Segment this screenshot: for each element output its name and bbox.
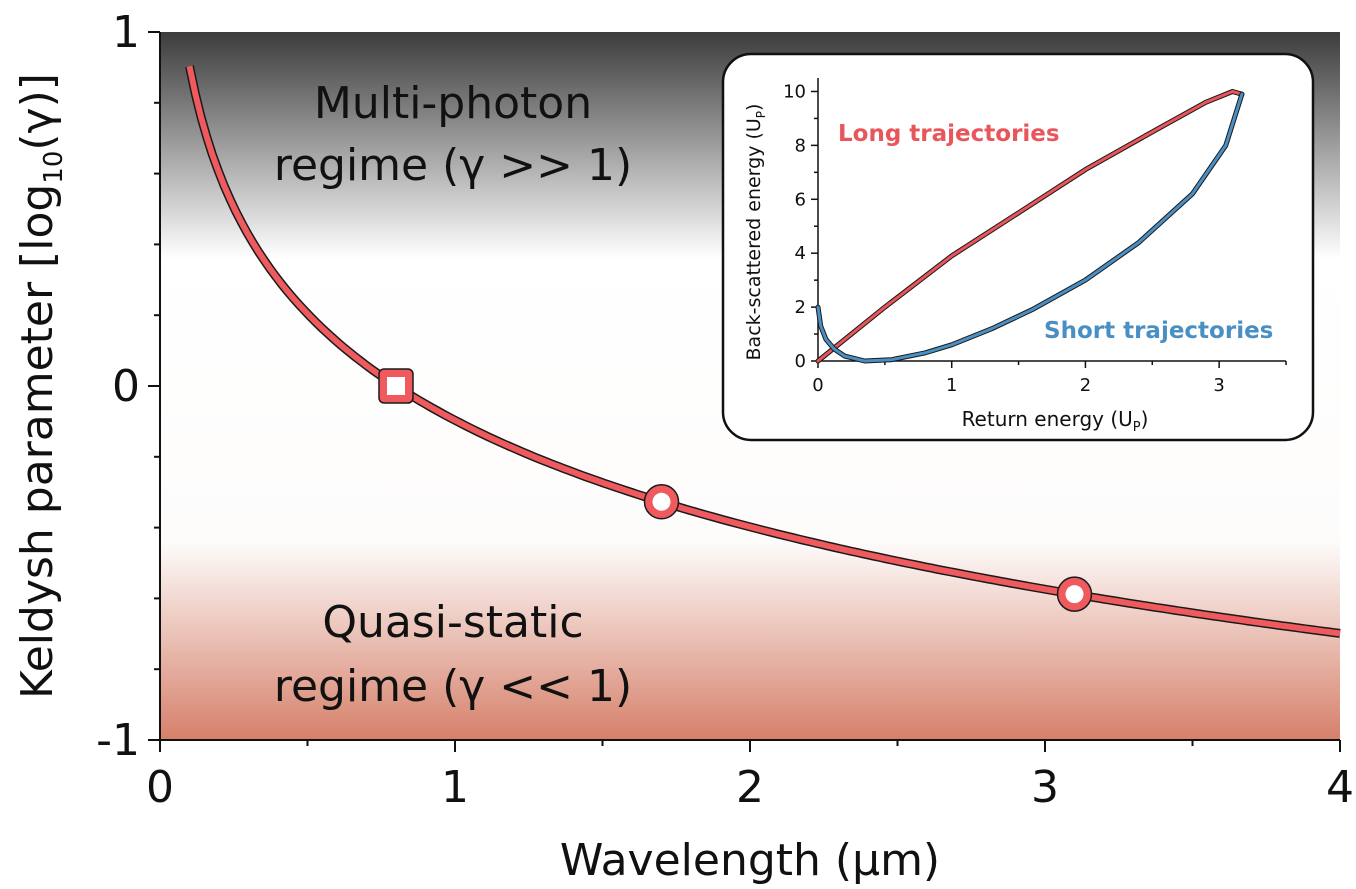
quasistatic-label-line1: Quasi-static bbox=[322, 597, 583, 648]
inset-y-label-sub: P bbox=[754, 111, 768, 118]
multiphoton-label-line2: regime (γ >> 1) bbox=[274, 140, 632, 191]
inset-short-label: Short trajectories bbox=[1044, 318, 1273, 344]
x-tick-label: 2 bbox=[736, 762, 764, 813]
inset-y-tick-label: 6 bbox=[795, 189, 806, 210]
y-axis-label: Keldysh parameter [log10(γ)] bbox=[12, 73, 69, 699]
x-tick-label: 0 bbox=[146, 762, 174, 813]
x-axis-label: Wavelength (µm) bbox=[560, 835, 940, 886]
x-tick-label: 4 bbox=[1326, 762, 1354, 813]
quasistatic-label-line2: regime (γ << 1) bbox=[274, 661, 632, 712]
inset-y-axis-label: Back-scattered energy (UP) bbox=[743, 104, 768, 361]
y-axis-label-main: Keldysh parameter [log bbox=[12, 184, 63, 699]
inset-x-label-tail: ) bbox=[1141, 407, 1149, 431]
inset-y-tick-label: 10 bbox=[783, 81, 806, 102]
inset-x-tick-label: 1 bbox=[946, 375, 957, 396]
y-axis-label-sub: 10 bbox=[39, 151, 69, 184]
long-trajectories-curve bbox=[816, 90, 1244, 363]
inset-x-axis-label: Return energy (UP) bbox=[962, 407, 1149, 435]
main-axes: 0 1 2 3 4-101 bbox=[96, 7, 1354, 813]
inset-curves bbox=[815, 89, 1245, 364]
x-tick-label: 3 bbox=[1031, 762, 1059, 813]
marker-circle-hole bbox=[1065, 585, 1084, 604]
inset-y-tick-label: 8 bbox=[795, 135, 806, 156]
marker-square-hole bbox=[387, 377, 405, 395]
marker-circle-hole bbox=[652, 492, 671, 511]
inset-axes: 0 1 2 3 0 2 4 6 8 10 bbox=[783, 78, 1287, 396]
inset-long-label: Long trajectories bbox=[838, 121, 1060, 147]
inset-y-label-tail: ) bbox=[743, 104, 765, 111]
inset-x-tick-label: 0 bbox=[812, 375, 823, 396]
inset-x-label-main: Return energy (U bbox=[962, 407, 1133, 431]
inset-y-tick-label: 4 bbox=[795, 243, 806, 264]
inset-panel bbox=[721, 52, 1315, 442]
y-tick-label: 1 bbox=[112, 7, 140, 58]
inset-x-tick-label: 3 bbox=[1213, 375, 1224, 396]
multiphoton-label-line1: Multi-photon bbox=[314, 78, 592, 129]
inset-x-label-sub: P bbox=[1133, 420, 1141, 435]
x-tick-label: 1 bbox=[441, 762, 469, 813]
inset-y-tick-label: 0 bbox=[795, 351, 806, 372]
inset-y-label-main: Back-scattered energy (U bbox=[743, 118, 765, 360]
inset-y-tick-label: 2 bbox=[795, 297, 806, 318]
inset-x-tick-label: 2 bbox=[1080, 375, 1091, 396]
short-trajectories-curve bbox=[816, 92, 1244, 363]
y-axis-label-tail: (γ)] bbox=[12, 73, 63, 151]
main-markers bbox=[378, 368, 1093, 612]
y-tick-label: -1 bbox=[96, 715, 140, 766]
y-tick-label: 0 bbox=[112, 361, 140, 412]
